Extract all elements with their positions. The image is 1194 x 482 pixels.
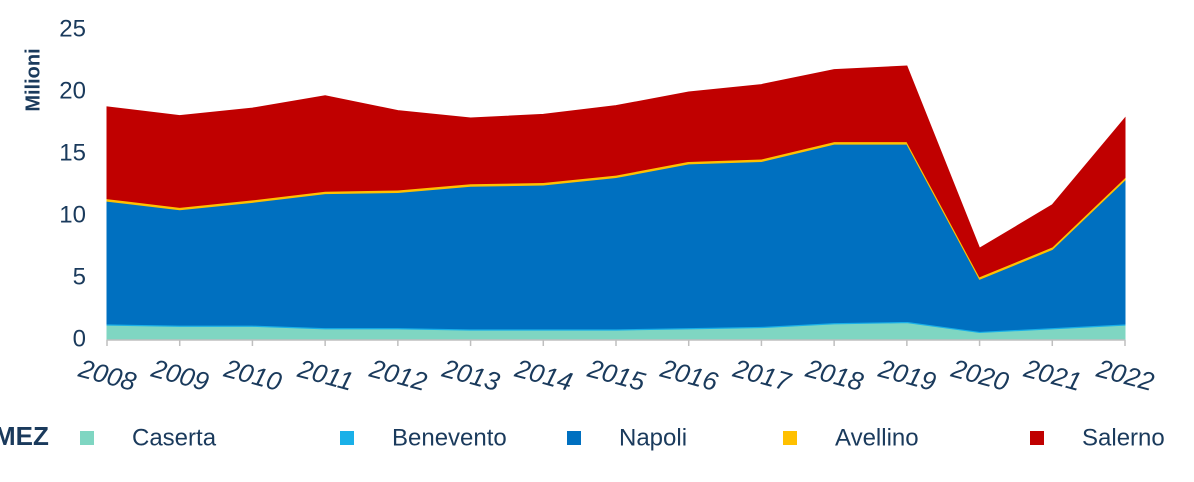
legend-label: Salerno [1082, 424, 1165, 451]
x-tick-label: 2011 [294, 353, 357, 397]
x-tick-label: 2021 [1020, 353, 1085, 397]
legend-label: Napoli [619, 424, 687, 451]
legend-swatch [567, 431, 581, 445]
x-tick-label: 2009 [147, 353, 212, 397]
x-tick-label: 2014 [511, 353, 576, 397]
legend-swatch [80, 431, 94, 445]
x-tick-label: 2020 [947, 353, 1012, 397]
x-tick-label: 2008 [75, 353, 140, 397]
x-tick-label: 2010 [220, 353, 285, 397]
y-tick-label: 0 [73, 325, 86, 352]
logo: MEZ [0, 421, 49, 451]
y-tick-label: 20 [59, 77, 86, 104]
y-tick-label: 5 [73, 263, 86, 290]
legend-label: Benevento [392, 424, 507, 451]
legend-label: Caserta [132, 424, 217, 451]
x-tick-label: 2017 [729, 353, 795, 398]
x-tick-label: 2015 [584, 353, 649, 397]
legend-label: Avellino [835, 424, 919, 451]
x-tick-label: 2019 [875, 353, 940, 397]
legend-swatch [1030, 431, 1044, 445]
x-tick-label: 2013 [438, 353, 503, 397]
x-tick-label: 2016 [656, 353, 721, 397]
legend-swatch [783, 431, 797, 445]
y-axis-label: Milioni [22, 48, 44, 111]
x-tick-label: 2022 [1093, 353, 1158, 397]
area [106, 65, 1126, 278]
x-tick-label: 2018 [802, 353, 867, 397]
legend-swatch [340, 431, 354, 445]
y-tick-label: 10 [59, 201, 86, 228]
x-tick-label: 2012 [366, 353, 431, 397]
y-tick-label: 15 [59, 139, 86, 166]
y-tick-label: 25 [59, 15, 86, 42]
